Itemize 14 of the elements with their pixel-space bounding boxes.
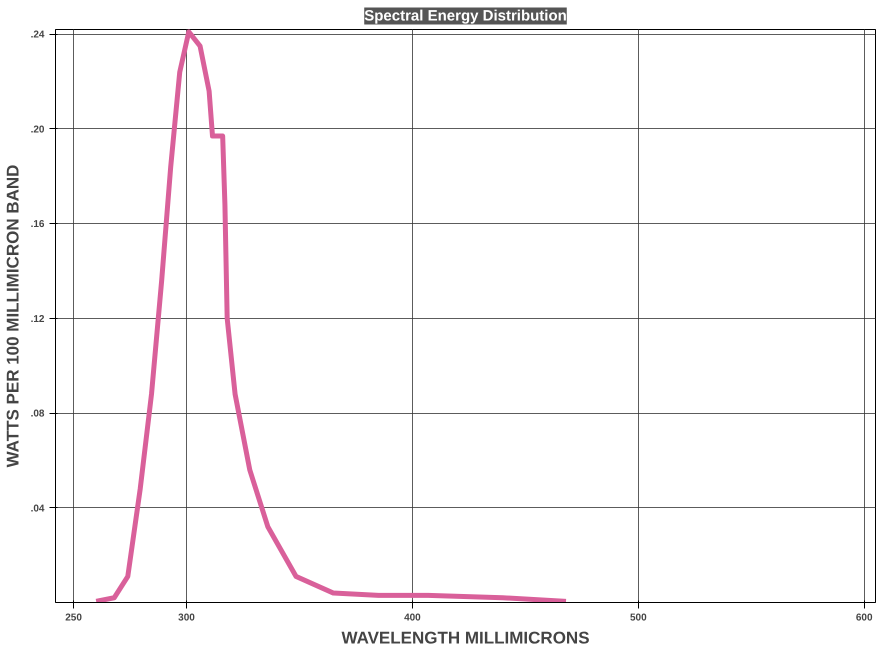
x-tick-label: 600 bbox=[856, 612, 873, 624]
x-tick-label: 400 bbox=[404, 612, 422, 624]
y-tick-label: .24 bbox=[30, 30, 45, 41]
y-tick-label: .16 bbox=[30, 219, 45, 230]
x-tick-label: 250 bbox=[65, 612, 82, 624]
chart-title: Spectral Energy Distribution bbox=[364, 8, 567, 24]
y-tick-label: .20 bbox=[30, 124, 45, 136]
x-tick-label: 300 bbox=[178, 612, 196, 624]
y-tick-label: .08 bbox=[30, 408, 45, 420]
y-axis-title: WATTS PER 100 MILLIMICRON BAND bbox=[4, 164, 23, 468]
x-axis-title: WAVELENGTH MILLIMICRONS bbox=[341, 628, 590, 648]
y-tick-label: .12 bbox=[30, 314, 45, 325]
x-tick-label: 500 bbox=[630, 612, 648, 624]
y-tick-label: .04 bbox=[30, 503, 45, 514]
